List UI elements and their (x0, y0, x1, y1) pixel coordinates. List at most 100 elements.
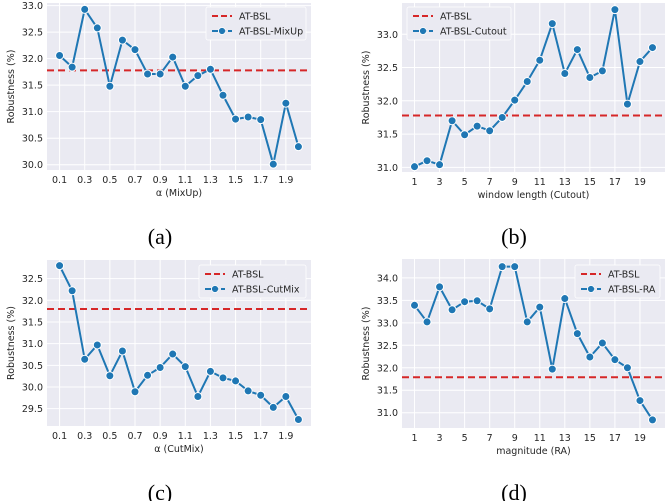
x-tick-label: 11 (534, 177, 546, 188)
data-point (585, 73, 595, 83)
data-point (635, 57, 645, 67)
data-point (218, 90, 228, 100)
data-point (522, 77, 532, 87)
x-tick-label: 17 (609, 177, 621, 188)
y-tick-label: 30.0 (22, 160, 43, 171)
data-point (547, 364, 557, 374)
data-point (281, 392, 291, 402)
legend-label-series: AT-BSL-RA (608, 285, 656, 296)
data-point (610, 5, 620, 15)
data-point (105, 371, 115, 381)
legend: AT-BSL AT-BSL-CutMix (198, 264, 307, 299)
data-point (80, 4, 90, 14)
x-tick-label: 1 (412, 433, 418, 444)
legend: AT-BSL AT-BSL-MixUp (205, 6, 307, 41)
data-point (497, 112, 507, 122)
data-point (117, 35, 127, 45)
y-tick-label: 33.0 (377, 30, 398, 41)
data-point (410, 162, 420, 172)
data-point (572, 45, 582, 55)
x-tick-label: 1.1 (178, 175, 193, 186)
x-tick-label: 5 (462, 177, 468, 188)
y-tick-label: 31.0 (22, 339, 43, 350)
data-point (231, 376, 241, 386)
data-point (243, 386, 253, 396)
data-point (497, 262, 507, 272)
data-point (622, 99, 632, 109)
data-point (193, 392, 203, 402)
x-tick-label: 19 (634, 177, 646, 188)
data-point (180, 362, 190, 372)
y-axis-label: Robustness (%) (361, 51, 372, 125)
y-axis-label: Robustness (%) (361, 307, 372, 381)
x-tick-label: 0.1 (52, 175, 67, 186)
y-tick-label: 32.5 (22, 28, 43, 39)
x-tick-label: 1.9 (278, 431, 293, 442)
data-point (485, 304, 495, 314)
legend: AT-BSL AT-BSL-RA (574, 264, 661, 299)
data-point (67, 62, 77, 72)
legend-box (198, 264, 307, 299)
data-point (647, 415, 657, 425)
legend-label-series: AT-BSL-MixUp (239, 27, 303, 38)
x-axis-label: window length (Cutout) (478, 190, 590, 201)
data-point (193, 71, 203, 81)
chart-panel-c: 29.5 30.0 30.5 31.0 31.5 32.0 32.5 0.1 0.3 0.5 0.7… (6, 260, 311, 455)
x-tick-label: 11 (534, 433, 546, 444)
data-point (535, 302, 545, 312)
caption-b: (b) (501, 224, 527, 249)
legend-series-marker (211, 285, 219, 293)
data-point (622, 363, 632, 373)
caption-a: (a) (148, 224, 172, 249)
data-point (55, 261, 65, 271)
y-tick-label: 31.0 (377, 408, 398, 419)
legend: AT-BSL AT-BSL-Cutout (406, 6, 512, 41)
y-tick-label: 33.5 (377, 296, 398, 307)
x-tick-label: 0.5 (102, 431, 117, 442)
x-tick-label: 1.9 (278, 175, 293, 186)
x-tick-label: 1.7 (253, 175, 268, 186)
y-tick-label: 31.5 (22, 81, 43, 92)
data-point (560, 69, 570, 79)
x-tick-label: 15 (584, 177, 596, 188)
data-point (268, 402, 278, 412)
x-axis-label: α (CutMix) (154, 444, 204, 455)
x-tick-label: 1.3 (203, 175, 218, 186)
x-tick-label: 0.7 (127, 175, 142, 186)
data-point (143, 69, 153, 79)
x-tick-label: 3 (437, 177, 443, 188)
data-point (560, 294, 570, 304)
x-tick-label: 1.1 (178, 431, 193, 442)
x-tick-label: 1.5 (228, 175, 243, 186)
data-point (268, 159, 278, 169)
data-point (130, 387, 140, 397)
legend-label-baseline: AT-BSL (232, 270, 264, 281)
x-tick-label: 1.7 (253, 431, 268, 442)
y-tick-label: 30.0 (22, 382, 43, 393)
y-tick-label: 31.5 (377, 130, 398, 141)
y-tick-label: 32.5 (22, 274, 43, 285)
data-point (547, 19, 557, 29)
data-point (293, 414, 303, 424)
data-point (143, 370, 153, 380)
x-axis-label: α (MixUp) (156, 188, 202, 199)
legend-series-marker (419, 27, 427, 35)
data-point (522, 317, 532, 327)
x-tick-label: 15 (584, 433, 596, 444)
chart-panel-a: 30.0 30.5 31.0 31.5 32.0 32.5 33.0 0.1 0.3 0.5 0.7… (6, 1, 311, 199)
data-point (67, 286, 77, 296)
caption-d: (d) (501, 480, 527, 501)
data-point (472, 296, 482, 306)
x-tick-label: 0.9 (153, 175, 168, 186)
y-axis-label: Robustness (%) (6, 50, 17, 124)
data-point (422, 156, 432, 166)
y-tick-label: 30.5 (22, 361, 43, 372)
data-point (510, 95, 520, 105)
x-tick-label: 17 (609, 433, 621, 444)
caption-c: (c) (148, 480, 172, 501)
data-point (55, 50, 65, 60)
chart-panel-d: 31.031.532.032.533.033.534.01 3 5 7 9 11 13 15 1… (361, 259, 665, 457)
x-tick-label: 9 (512, 433, 518, 444)
data-point (435, 160, 445, 170)
data-point (647, 43, 657, 53)
